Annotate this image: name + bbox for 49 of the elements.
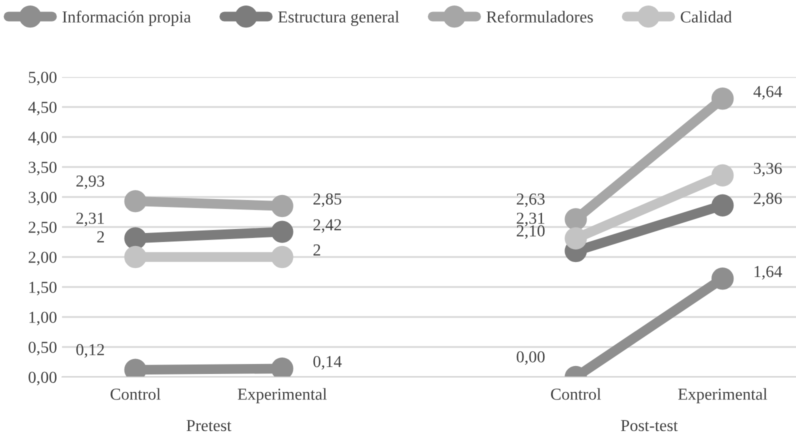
data-label: 2,42 <box>313 219 342 233</box>
data-label: 4,64 <box>753 86 782 100</box>
data-label: 2,93 <box>76 176 104 190</box>
point <box>711 87 734 110</box>
point <box>564 208 587 230</box>
legend-label: Estructura general <box>278 10 400 26</box>
data-label: 2,86 <box>754 192 782 206</box>
point <box>124 227 147 250</box>
data-label: 2 <box>313 244 320 256</box>
point <box>711 194 734 217</box>
y-tick-label: 1,50 <box>29 282 57 296</box>
data-label: 2,31 <box>516 212 544 226</box>
point <box>564 227 587 250</box>
y-tick-label: 0,50 <box>28 342 57 356</box>
y-tick-label: 4,50 <box>28 102 57 116</box>
x-tick-label: Experimental <box>238 388 327 404</box>
legend-label: Reformuladores <box>486 10 593 23</box>
point <box>124 246 147 268</box>
y-tick-label: 2,50 <box>28 222 57 236</box>
data-label: 3,36 <box>754 162 782 176</box>
data-label: 2,10 <box>516 225 545 239</box>
text: Pretest <box>186 420 232 432</box>
data-label: 0,12 <box>76 344 104 358</box>
x-tick-label: Experimental <box>678 388 768 404</box>
data-label: 2,63 <box>516 194 545 208</box>
y-tick-label: 3,50 <box>28 162 57 176</box>
x-tick-label: Control <box>551 388 601 400</box>
point <box>124 190 147 212</box>
y-tick-label: 0,00 <box>28 372 57 386</box>
text: Post-test <box>620 420 678 432</box>
point <box>711 267 734 290</box>
y-tick-label: 3,00 <box>28 192 57 206</box>
point <box>271 246 294 268</box>
data-label: 0,14 <box>313 356 342 370</box>
data-label: 2 <box>97 231 104 242</box>
legend-label: Calidad <box>680 10 732 23</box>
legend-label: Información propia <box>62 10 191 26</box>
y-tick-label: 1,00 <box>29 312 57 326</box>
y-tick-label: 2,00 <box>28 252 57 266</box>
point <box>711 164 734 187</box>
y-tick-label: 4,00 <box>28 132 57 146</box>
data-label: 2,85 <box>313 193 342 208</box>
data-label: 0,00 <box>516 351 545 365</box>
point <box>271 194 294 218</box>
x-tick-label: Control <box>110 388 161 400</box>
data-label: 2,31 <box>76 212 104 226</box>
y-tick-label: 5,00 <box>28 72 57 86</box>
point <box>271 220 294 243</box>
data-label: 1,64 <box>754 266 782 280</box>
